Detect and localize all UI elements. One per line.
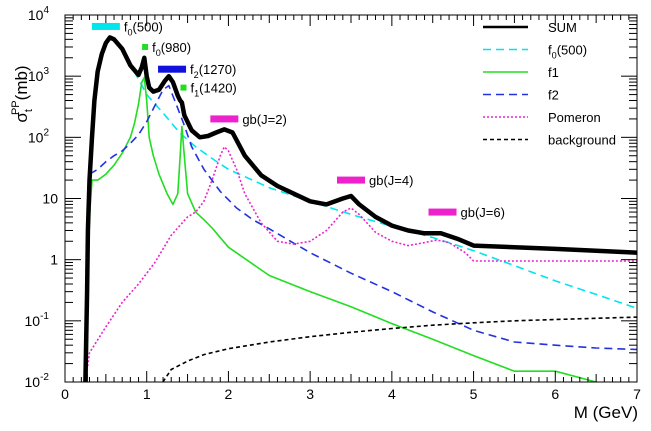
marker-f0-500 <box>91 22 120 30</box>
annotation-f0-980: f0(980) <box>152 40 191 58</box>
annotation-f0-500: f0(500) <box>124 19 163 37</box>
marker-f0-980 <box>142 43 149 50</box>
series-line-f2 <box>86 84 637 382</box>
series-line-pomeron <box>84 146 637 382</box>
marker-f2-1270 <box>158 65 187 73</box>
marker-gb-j-2 <box>210 115 239 123</box>
annotation-gb-j-6: gb(J=6) <box>461 205 505 220</box>
y-tick-label: 104 <box>28 5 50 23</box>
annotation-layer: f0(500) f0(980) f2(1270)f1(1420) gb(J=2) gb(… <box>91 19 505 220</box>
annotation-gb-j-2: gb(J=2) <box>242 112 286 127</box>
x-tick-label: 3 <box>306 386 314 402</box>
annotation-f2-1270: f2(1270) <box>190 62 236 80</box>
x-tick-label: 1 <box>143 386 151 402</box>
axes-layer: 0 1 2 3 4 5 6 7 10-2 10-1 1 10 102 103 104 <box>25 5 642 402</box>
annotation-f1-1420: f1(1420) <box>190 81 236 99</box>
series-line-f1 <box>86 76 599 382</box>
y-tick-label: 10-2 <box>25 372 50 390</box>
legend-label-f0-500: f0(500) <box>548 43 587 61</box>
series-line-background <box>161 316 637 382</box>
x-tick-label: 5 <box>470 386 478 402</box>
y-tick-label: 103 <box>28 66 50 84</box>
annotation-gb-j-4: gb(J=4) <box>369 173 413 188</box>
series-layer <box>83 35 637 382</box>
series-line-sum <box>83 35 637 382</box>
y-tick-label: 1 <box>50 252 58 268</box>
marker-gb-j-6 <box>428 208 457 216</box>
x-tick-label: 7 <box>633 386 641 402</box>
y-tick-label: 10-1 <box>25 311 50 329</box>
y-axis-label: σtPP(mb) <box>10 65 35 122</box>
x-tick-label: 4 <box>388 386 396 402</box>
legend-label-background: background <box>548 133 616 148</box>
x-tick-label: 0 <box>61 386 69 402</box>
x-axis-label: M (GeV) <box>574 403 638 422</box>
y-tick-label: 102 <box>28 127 50 145</box>
legend: SUM f0(500) f1 f2 Pomeron background <box>483 20 616 148</box>
y-tick-label: 10 <box>42 191 58 207</box>
x-tick-label: 2 <box>225 386 233 402</box>
legend-label-f2: f2 <box>548 88 559 103</box>
x-tick-label: 6 <box>551 386 559 402</box>
legend-label-f1: f1 <box>548 65 559 80</box>
y-axis-label-sup: PP <box>10 100 22 115</box>
marker-f1-1420 <box>180 84 187 91</box>
y-axis-label-unit: (mb) <box>12 65 31 100</box>
legend-label-sum: SUM <box>548 20 577 35</box>
y-axis-label-sub: t <box>23 109 35 112</box>
legend-label-pomeron: Pomeron <box>548 110 601 125</box>
marker-gb-j-4 <box>337 176 365 184</box>
y-axis-label-main: σ <box>12 112 31 123</box>
